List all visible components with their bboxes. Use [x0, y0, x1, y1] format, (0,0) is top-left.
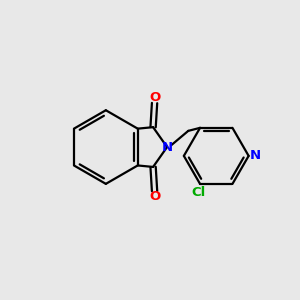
Text: N: N	[250, 149, 261, 162]
Text: Cl: Cl	[191, 186, 206, 199]
Text: N: N	[162, 141, 173, 154]
Text: O: O	[149, 190, 160, 203]
Text: O: O	[149, 91, 160, 104]
